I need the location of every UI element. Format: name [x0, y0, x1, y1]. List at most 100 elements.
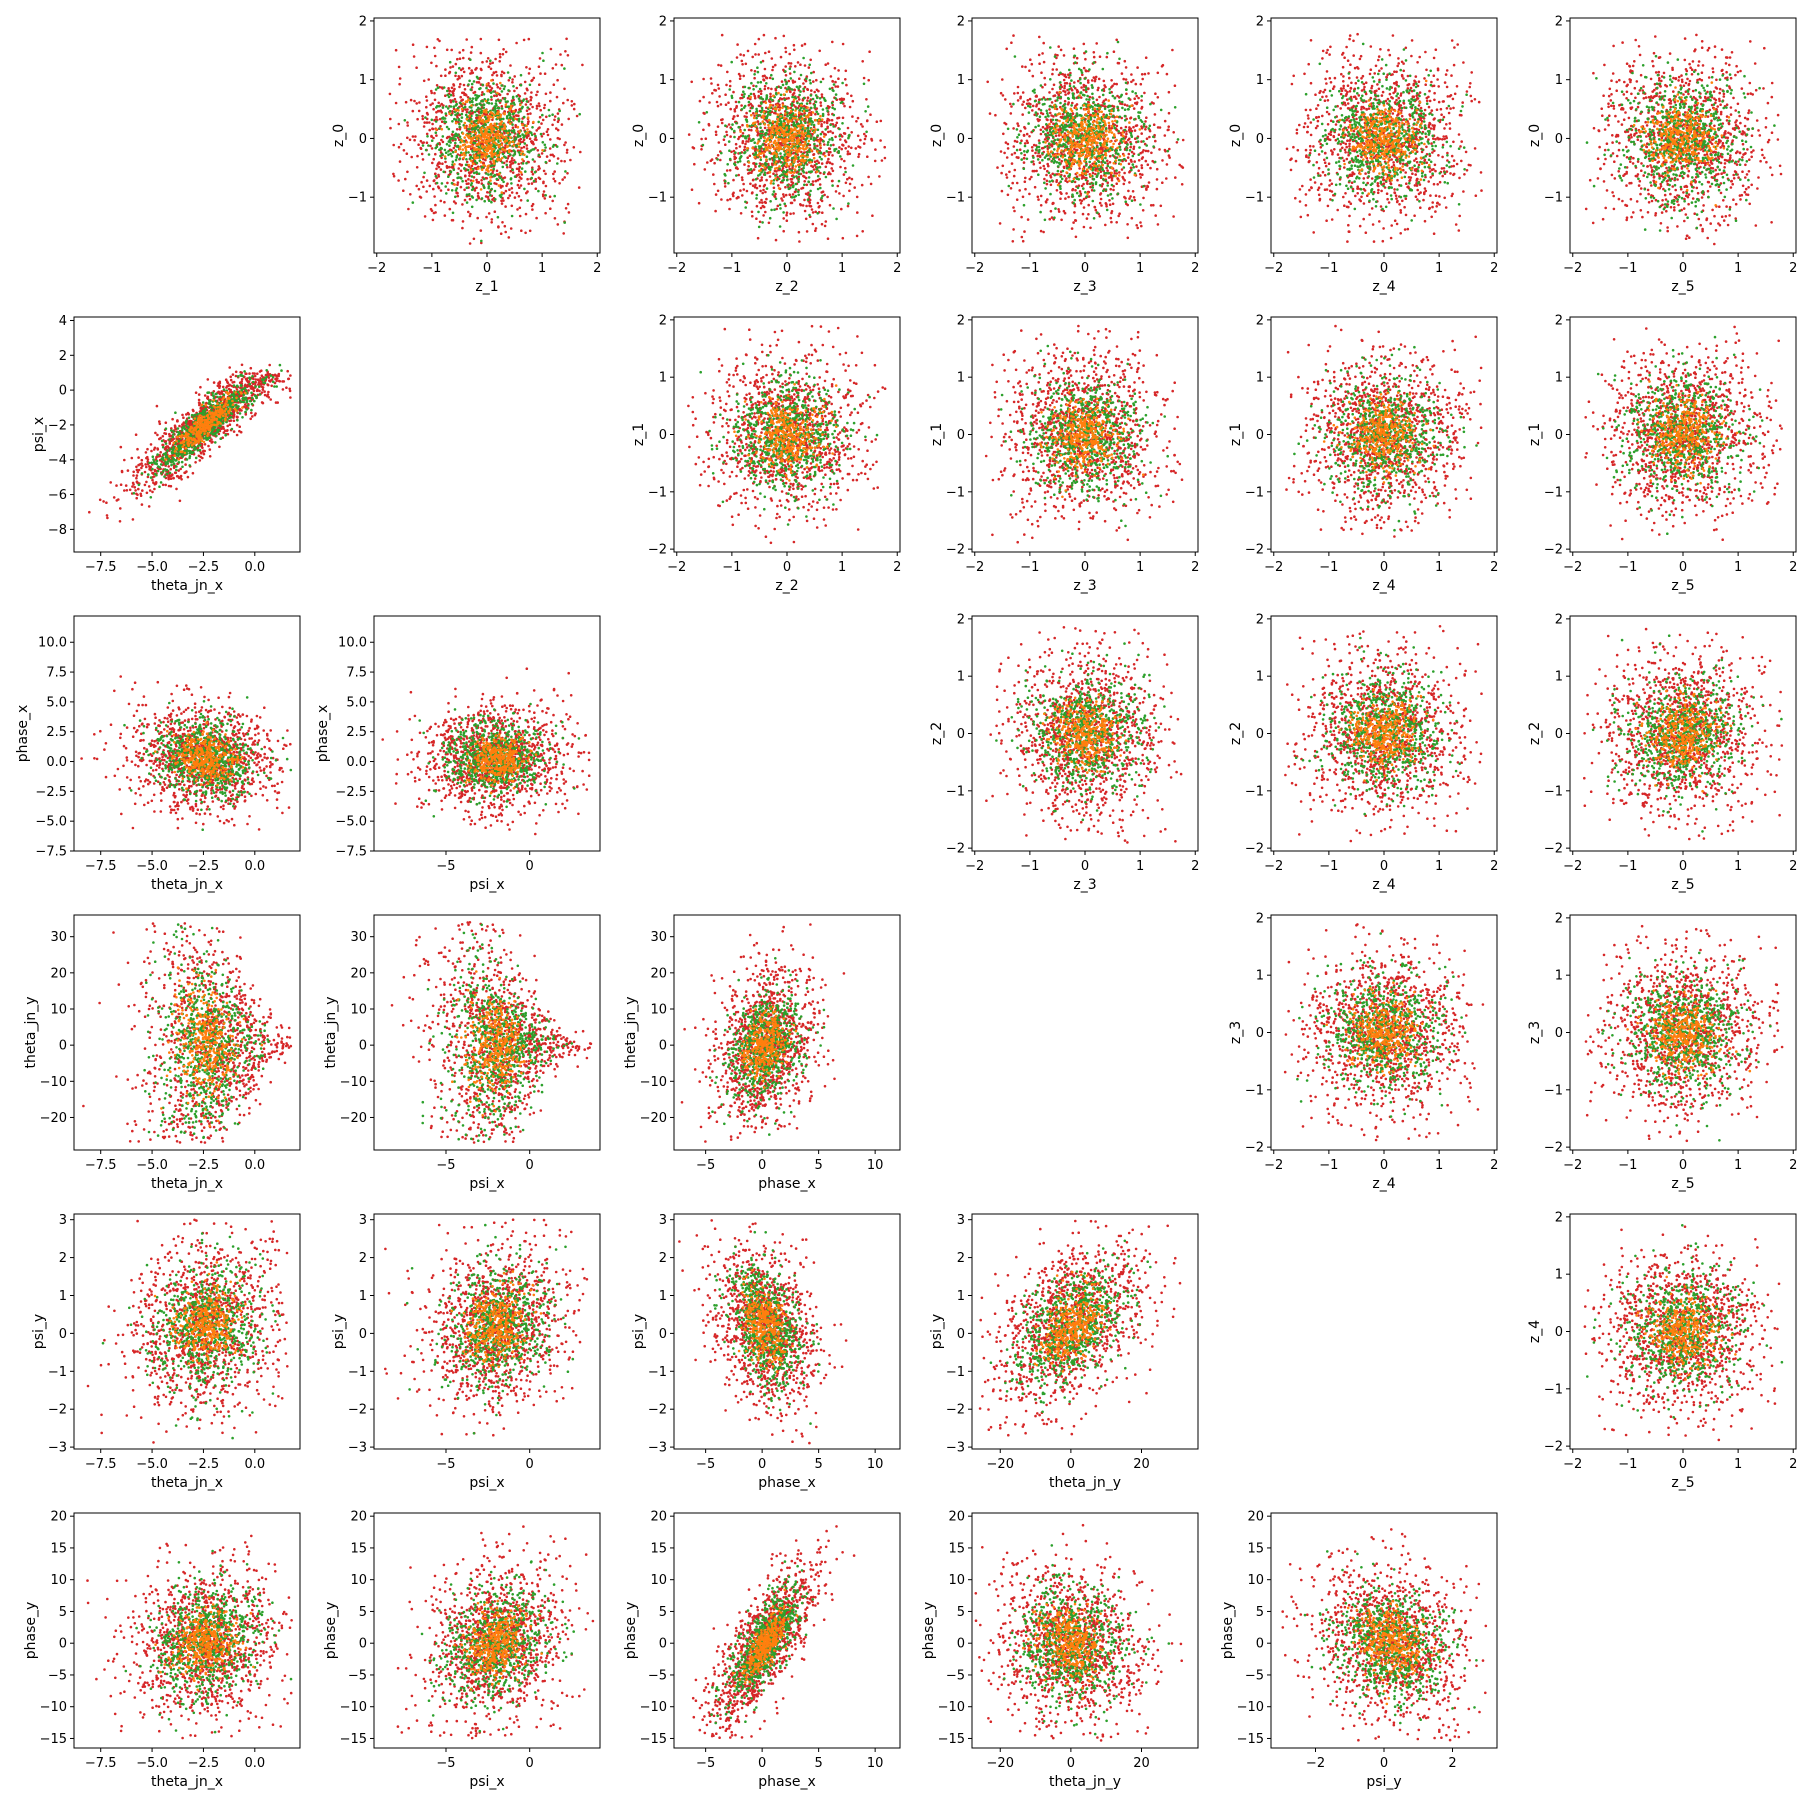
data-point-red [837, 77, 840, 80]
data-point-red [1123, 172, 1126, 175]
data-point-orange [491, 151, 494, 154]
data-point-red [1108, 176, 1111, 179]
data-point-red [783, 35, 786, 38]
data-point-green [786, 88, 789, 91]
data-point-orange [499, 158, 502, 161]
data-point-orange [499, 137, 502, 140]
data-point-red [566, 172, 569, 175]
data-point-green [507, 71, 510, 74]
data-point-green [488, 199, 491, 202]
data-point-red [739, 53, 742, 56]
data-point-green [483, 103, 486, 106]
data-point-green [441, 153, 444, 156]
data-point-red [1167, 125, 1170, 128]
data-point-green [435, 120, 438, 123]
data-point-red [735, 143, 738, 146]
data-point-red [771, 57, 774, 60]
data-point-red [440, 75, 443, 78]
data-point-green [755, 108, 758, 111]
data-point-green [780, 94, 783, 97]
data-point-green [518, 151, 521, 154]
data-point-red [476, 81, 479, 84]
data-point-green [784, 99, 787, 102]
data-point-red [725, 131, 728, 134]
data-point-red [486, 191, 489, 194]
data-point-red [1052, 115, 1055, 118]
data-point-green [810, 137, 813, 140]
data-point-green [450, 105, 453, 108]
data-point-red [732, 117, 735, 120]
data-point-green [748, 101, 751, 104]
data-point-red [836, 122, 839, 125]
data-point-red [539, 109, 542, 112]
data-point-red [412, 43, 415, 46]
data-point-orange [492, 136, 495, 139]
data-point-red [555, 63, 558, 66]
data-point-red [567, 203, 570, 206]
data-point-red [546, 155, 549, 158]
data-point-red [503, 132, 506, 135]
data-point-red [1082, 89, 1085, 92]
data-point-green [448, 128, 451, 131]
data-point-orange [470, 168, 473, 171]
data-point-green [808, 118, 811, 121]
data-point-green [728, 149, 731, 152]
data-point-red [812, 80, 815, 83]
data-point-red [1093, 51, 1096, 54]
data-point-green [442, 171, 445, 174]
data-point-orange [486, 83, 489, 86]
data-point-green [798, 173, 801, 176]
data-point-green [793, 71, 796, 74]
data-point-orange [814, 128, 817, 131]
data-point-green [478, 172, 481, 175]
data-point-red [1038, 36, 1041, 39]
data-point-red [472, 92, 475, 95]
data-point-red [768, 50, 771, 53]
data-point-red [486, 60, 489, 63]
data-point-red [831, 41, 834, 44]
data-point-red [1047, 165, 1050, 168]
data-point-orange [764, 166, 767, 169]
data-point-red [423, 125, 426, 128]
data-point-red [551, 154, 554, 157]
data-point-red [764, 85, 767, 88]
data-point-red [404, 178, 407, 181]
data-point-green [759, 114, 762, 117]
data-point-orange [497, 154, 500, 157]
data-point-orange [793, 171, 796, 174]
data-point-green [760, 61, 763, 64]
data-point-green [831, 184, 834, 187]
data-point-green [808, 214, 811, 217]
data-point-green [761, 221, 764, 224]
data-point-green [779, 123, 782, 126]
data-point-green [817, 175, 820, 178]
data-point-green [522, 162, 525, 165]
data-point-red [461, 203, 464, 206]
data-point-red [457, 195, 460, 198]
data-point-green [542, 59, 545, 62]
data-point-green [825, 107, 828, 110]
data-point-red [497, 86, 500, 89]
data-point-red [410, 156, 413, 159]
data-point-green [809, 79, 812, 82]
data-point-orange [475, 132, 478, 135]
data-point-red [1028, 193, 1031, 196]
data-point-green [452, 131, 455, 134]
data-point-red [426, 99, 429, 102]
data-point-green [820, 158, 823, 161]
data-point-green [437, 143, 440, 146]
data-point-orange [789, 163, 792, 166]
data-point-red [809, 59, 812, 62]
data-point-green [766, 129, 769, 132]
data-point-red [1009, 103, 1012, 106]
data-point-green [453, 169, 456, 172]
data-point-red [508, 236, 511, 239]
data-point-red [458, 86, 461, 89]
data-point-red [1048, 218, 1051, 221]
data-point-red [462, 49, 465, 52]
data-point-green [795, 188, 798, 191]
data-point-red [434, 55, 437, 58]
data-point-green [765, 98, 768, 101]
data-point-orange [785, 133, 788, 136]
data-point-green [489, 59, 492, 62]
